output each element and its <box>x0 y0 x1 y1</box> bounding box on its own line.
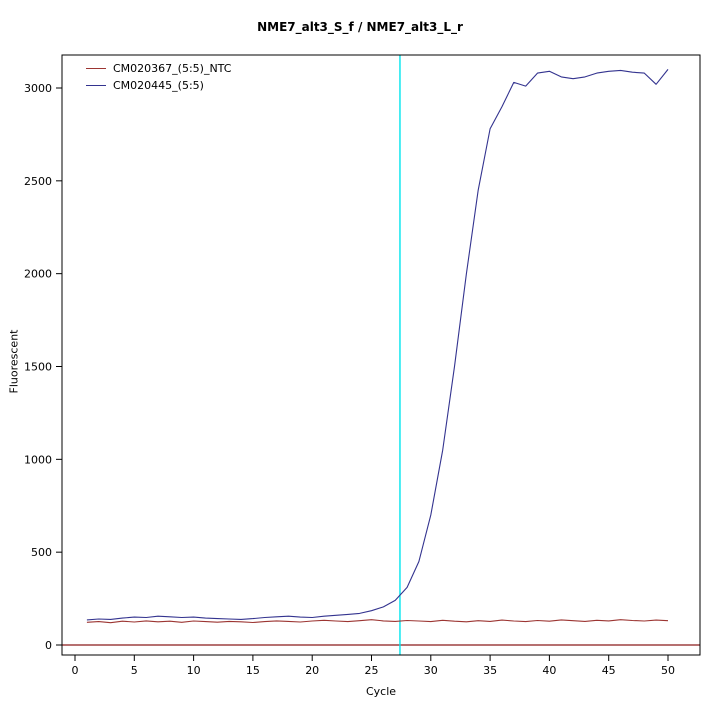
chart-title: NME7_alt3_S_f / NME7_alt3_L_r <box>257 20 463 34</box>
series-line-0 <box>86 619 669 624</box>
x-tick-label: 0 <box>72 664 79 677</box>
sample-line-swatch <box>86 85 106 86</box>
x-tick-label: 40 <box>542 664 556 677</box>
ntc-legend-label: CM020367_(5:5)_NTC <box>113 62 232 75</box>
y-tick-label: 0 <box>45 639 52 652</box>
x-tick-label: 20 <box>305 664 319 677</box>
y-tick-label: 2500 <box>24 175 52 188</box>
x-tick-label: 35 <box>483 664 497 677</box>
y-tick-label: 500 <box>31 546 52 559</box>
y-tick-label: 1000 <box>24 453 52 466</box>
x-axis-label: Cycle <box>365 685 397 698</box>
y-tick-label: 1500 <box>24 361 52 374</box>
plot-border <box>61 54 701 656</box>
ntc-line-swatch <box>86 68 106 69</box>
sample-legend-label: CM020445_(5:5) <box>113 79 204 92</box>
y-axis-label: Fluorescent <box>7 329 21 394</box>
x-tick-label: 50 <box>661 664 675 677</box>
legend-item-sample: CM020445_(5:5) <box>86 79 231 92</box>
x-tick-label: 5 <box>131 664 138 677</box>
y-tick-label: 3000 <box>24 82 52 95</box>
legend-item-ntc: CM020367_(5:5)_NTC <box>86 62 231 75</box>
x-tick-label: 15 <box>246 664 260 677</box>
x-tick-label: 45 <box>602 664 616 677</box>
x-tick-label: 25 <box>365 664 379 677</box>
legend: CM020367_(5:5)_NTC CM020445_(5:5) <box>86 62 231 92</box>
y-tick-label: 2000 <box>24 268 52 281</box>
x-tick-label: 30 <box>424 664 438 677</box>
x-tick-label: 10 <box>187 664 201 677</box>
series-line-1 <box>86 69 669 621</box>
